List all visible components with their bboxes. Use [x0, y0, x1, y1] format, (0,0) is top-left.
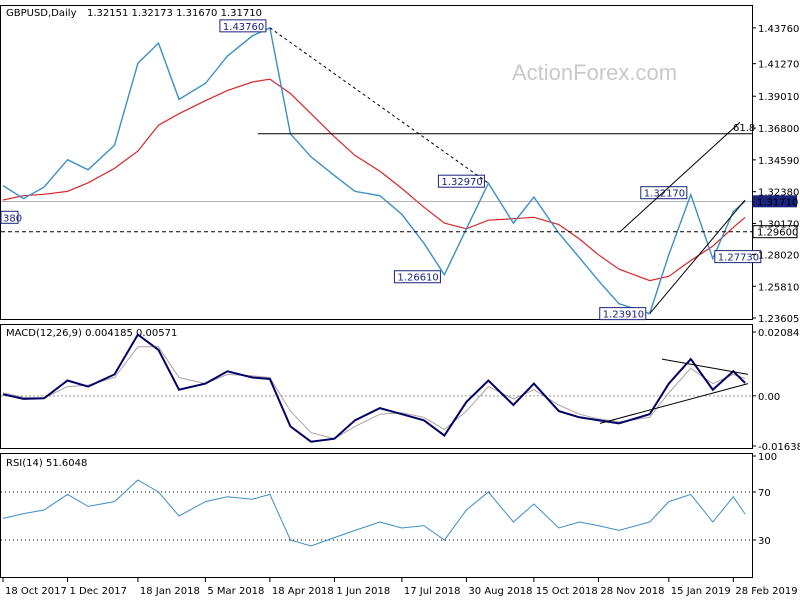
x-tick-label: 1 Dec 2017: [70, 586, 128, 597]
annotation-label: 1.32970: [441, 177, 482, 188]
macd-triangle-upper: [661, 358, 749, 375]
macd-line: [2, 333, 746, 443]
rsi-y-tick-label: 30: [758, 536, 771, 547]
price-y-tick-label: 1.36800: [758, 124, 799, 135]
price-layer: 61.8 1.29600 1.31710 380 1.43760 1.32970 1.266…: [0, 19, 798, 321]
x-tick-label: 28 Nov 2018: [600, 586, 664, 597]
rsi-y-tick-label: 100: [758, 452, 777, 463]
x-tick-label: 5 Mar 2018: [207, 586, 264, 597]
macd-title: MACD(12,26,9) 0.004185 0.00571: [6, 328, 177, 339]
trendline-down: [269, 27, 489, 184]
price-y-tick-label: 1.28020: [758, 250, 799, 261]
price-y-tick-label: 1.39010: [758, 92, 799, 103]
channel-upper-line: [619, 121, 741, 233]
rsi-y-tick-label: 70: [758, 488, 771, 499]
price-y-tick-label: 1.25810: [758, 282, 799, 293]
annotation-box: [640, 186, 688, 200]
macd-y-tick-label: -0.016389: [758, 442, 800, 453]
price-y-tick-label: 1.43760: [758, 24, 799, 35]
macd-triangle-lower: [599, 383, 749, 424]
price-y-tick-label: 1.41270: [758, 60, 799, 71]
x-tick-label: 15 Jan 2019: [671, 586, 731, 597]
grid-layer: [1, 395, 752, 541]
macd-panel: [0, 324, 753, 449]
annotation-box: [437, 174, 485, 188]
rsi-panel: [0, 453, 753, 578]
annotation-box: [599, 307, 647, 321]
x-tick-label: 17 Jul 2018: [404, 586, 461, 597]
price-y-tick-label: 1.30170: [758, 219, 799, 230]
support-level-label: 1.29600: [757, 228, 798, 239]
x-tick-label: 18 Apr 2018: [272, 586, 334, 597]
support-level-tag: [752, 225, 798, 239]
fib-level-label: 61.8: [733, 123, 755, 134]
left-edge-label: 380: [3, 213, 22, 224]
price-ohlc: 1.32151 1.32173 1.31670 1.31710: [87, 8, 262, 19]
rsi-title: RSI(14) 51.6048: [6, 458, 87, 469]
price-y-tick-label: 1.32380: [758, 188, 799, 199]
annotation-box: [393, 270, 441, 284]
macd-y-tick-label: 0.00: [758, 392, 780, 403]
moving-average-line: [2, 78, 746, 282]
rsi-layer: [2, 479, 746, 547]
macd-layer: [2, 333, 749, 443]
macd-y-tick-label: 0.020848: [758, 328, 800, 339]
rsi-line: [2, 479, 746, 547]
left-edge-box: [0, 210, 19, 224]
price-line: [2, 26, 746, 315]
annotation-label: 1.43760: [223, 22, 264, 33]
price-title: GBPUSD,Daily: [6, 8, 77, 19]
current-price-tag: [753, 195, 797, 208]
x-tick-label: 18 Jan 2018: [140, 586, 200, 597]
watermark: ActionForex.com: [512, 60, 677, 85]
annotation-label: 1.23910: [603, 310, 644, 321]
annotation-label: 1.32170: [644, 189, 685, 200]
current-price-label: 1.31710: [757, 197, 798, 208]
x-tick-label: 15 Oct 2018: [536, 586, 598, 597]
x-tick-label: 1 Jun 2018: [336, 586, 390, 597]
channel-lower-line: [649, 199, 746, 314]
annotation-label: 1.27730: [718, 253, 759, 264]
price-y-tick-label: 1.23605: [758, 314, 799, 325]
annotation-box: [714, 250, 762, 264]
price-y-tick-label: 1.34590: [758, 156, 799, 167]
x-tick-label: 18 Oct 2017: [5, 586, 67, 597]
annotation-label: 1.26610: [397, 273, 438, 284]
x-tick-label: 30 Aug 2018: [468, 586, 532, 597]
axis-layer: 1.43760 1.41270 1.39010 1.36800 1.34590 1.323…: [2, 24, 800, 597]
price-panel: [0, 5, 753, 320]
x-tick-label: 28 Feb 2019: [735, 586, 797, 597]
annotation-box: [219, 19, 267, 33]
